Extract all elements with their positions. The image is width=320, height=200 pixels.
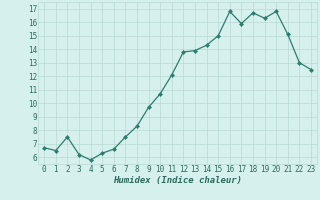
X-axis label: Humidex (Indice chaleur): Humidex (Indice chaleur) (113, 176, 242, 185)
